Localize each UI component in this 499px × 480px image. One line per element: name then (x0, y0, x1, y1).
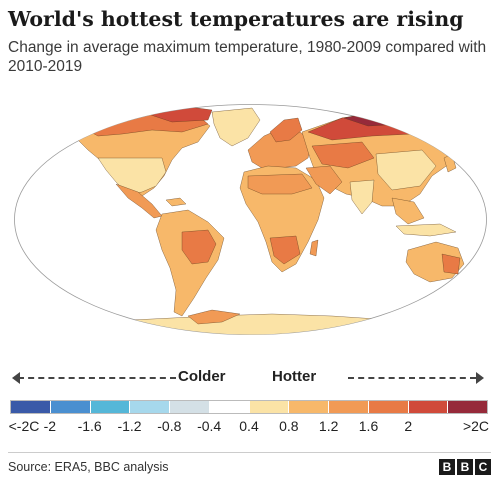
bbc-logo-block: B (439, 459, 455, 475)
region-southeast-asia (391, 197, 425, 225)
legend-direction-labels: Colder Hotter (12, 368, 488, 388)
scale-tick-label: >2C (462, 418, 490, 434)
region-scandinavia (269, 117, 303, 143)
arrow-left-icon (12, 372, 20, 384)
scale-tick-label: 0.8 (279, 418, 299, 434)
world-temperature-map (14, 104, 487, 335)
region-madagascar (309, 239, 319, 257)
scale-tick-label: -1.6 (77, 418, 102, 434)
region-new-zealand (473, 275, 483, 295)
arrow-left-line (18, 377, 176, 379)
chart-title: World's hottest temperatures are rising (8, 7, 464, 31)
scale-swatch (209, 401, 250, 413)
legend-colder-label: Colder (178, 368, 226, 385)
scale-tick-label: <-2C (8, 418, 40, 434)
scale-tick-label: 2 (404, 418, 413, 434)
scale-swatch (329, 401, 369, 413)
scale-tick-label: -0.8 (157, 418, 182, 434)
scale-swatch (368, 401, 409, 413)
scale-swatch (249, 401, 290, 413)
region-brazil-hot (181, 229, 217, 265)
region-australia-east-hot (441, 253, 461, 275)
color-scale-ticks: <-2C -2 -1.6 -1.2 -0.8 -0.4 0.4 0.8 1.2 1.6 2 >2C (0, 418, 499, 436)
source-note: Source: ERA5, BBC analysis (8, 460, 169, 474)
color-scale (10, 400, 488, 414)
scale-swatch (11, 401, 51, 413)
arrow-right-line (348, 377, 476, 379)
region-indonesia (395, 223, 457, 237)
region-middle-east (305, 165, 343, 195)
scale-tick-label: 1.6 (358, 418, 379, 434)
scale-tick-label: 1.2 (318, 418, 339, 434)
scale-swatch (448, 401, 487, 413)
region-central-asia (311, 141, 375, 169)
arrow-right-icon (476, 372, 484, 384)
scale-tick-label: -1.2 (117, 418, 142, 434)
scale-swatch (170, 401, 210, 413)
scale-swatch (90, 401, 131, 413)
chart-subtitle: Change in average maximum temperature, 1… (8, 39, 487, 75)
region-india (349, 179, 375, 215)
region-china (375, 149, 437, 191)
bbc-logo-block: C (475, 459, 491, 475)
region-southern-africa-hot (269, 235, 301, 265)
scale-swatch (130, 401, 170, 413)
scale-swatch (289, 401, 329, 413)
scale-tick-label: -2 (43, 418, 57, 434)
region-antarctica-peninsula (187, 309, 241, 325)
footer-divider (8, 452, 491, 453)
scale-swatch (408, 401, 449, 413)
region-usa (97, 157, 167, 195)
scale-tick-label: 0.4 (239, 418, 259, 434)
bbc-logo-block: B (457, 459, 473, 475)
region-sahara (247, 173, 313, 195)
legend-hotter-label: Hotter (272, 368, 317, 385)
scale-tick-label: -0.4 (197, 418, 222, 434)
region-caribbean (165, 197, 187, 207)
scale-swatch (50, 401, 91, 413)
region-greenland (211, 107, 261, 147)
region-mexico (115, 183, 163, 219)
